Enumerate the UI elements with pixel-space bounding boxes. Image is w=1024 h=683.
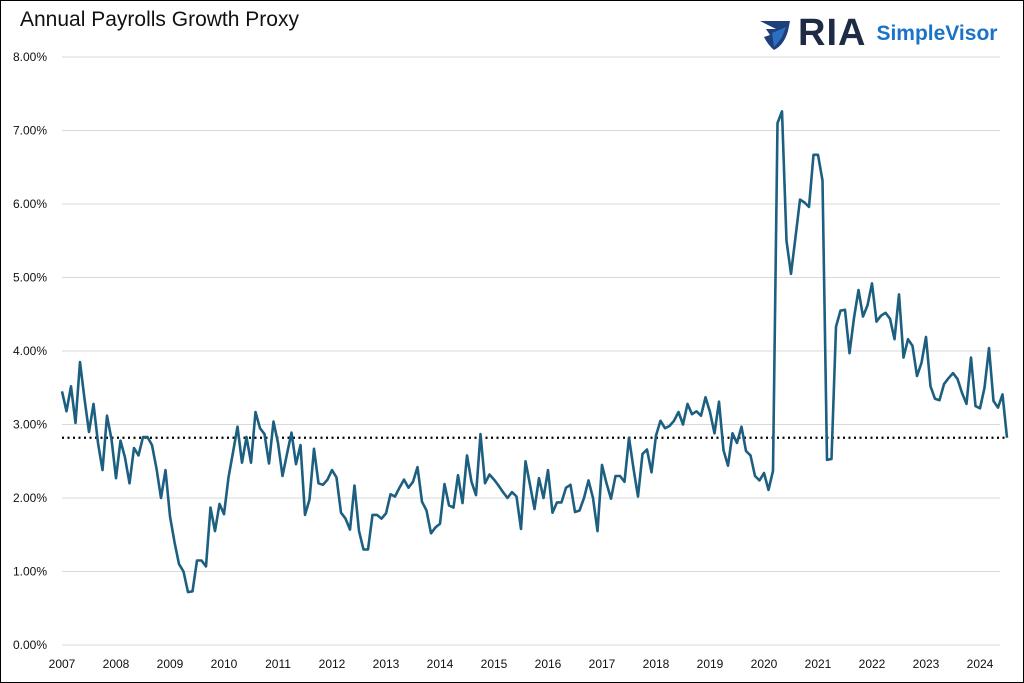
x-tick-label: 2018 xyxy=(643,657,670,671)
y-tick-label: 3.00% xyxy=(13,418,47,432)
x-tick-label: 2020 xyxy=(751,657,778,671)
x-tick-label: 2009 xyxy=(157,657,184,671)
y-tick-label: 5.00% xyxy=(13,271,47,285)
series-line xyxy=(60,110,1009,594)
ria-simplevisor-logo: RIA SimpleVisor xyxy=(758,12,997,55)
y-tick-label: 8.00% xyxy=(13,50,47,64)
y-tick-label: 4.00% xyxy=(13,344,47,358)
y-tick-label: 0.00% xyxy=(13,638,47,652)
x-tick-label: 2007 xyxy=(49,657,76,671)
x-tick-label: 2017 xyxy=(589,657,616,671)
y-tick-label: 2.00% xyxy=(13,491,47,505)
x-tick-label: 2013 xyxy=(373,657,400,671)
x-tick-label: 2016 xyxy=(535,657,562,671)
chart-title: Annual Payrolls Growth Proxy xyxy=(20,8,299,31)
x-tick-label: 2022 xyxy=(859,657,886,671)
x-tick-label: 2019 xyxy=(697,657,724,671)
logo-simplevisor-text: SimpleVisor xyxy=(876,21,998,45)
x-tick-label: 2024 xyxy=(967,657,994,671)
x-tick-label: 2008 xyxy=(103,657,130,671)
x-tick-label: 2015 xyxy=(481,657,508,671)
x-tick-label: 2010 xyxy=(211,657,238,671)
x-tick-label: 2014 xyxy=(427,657,454,671)
eagle-shield-icon xyxy=(760,20,790,50)
x-tick-label: 2011 xyxy=(265,657,291,671)
x-tick-label: 2023 xyxy=(913,657,940,671)
x-tick-label: 2012 xyxy=(319,657,346,671)
logo-ria-text: RIA xyxy=(798,12,867,54)
x-tick-label: 2021 xyxy=(805,657,832,671)
y-tick-label: 6.00% xyxy=(13,197,47,211)
y-tick-label: 1.00% xyxy=(13,565,47,579)
y-tick-label: 7.00% xyxy=(13,124,47,138)
